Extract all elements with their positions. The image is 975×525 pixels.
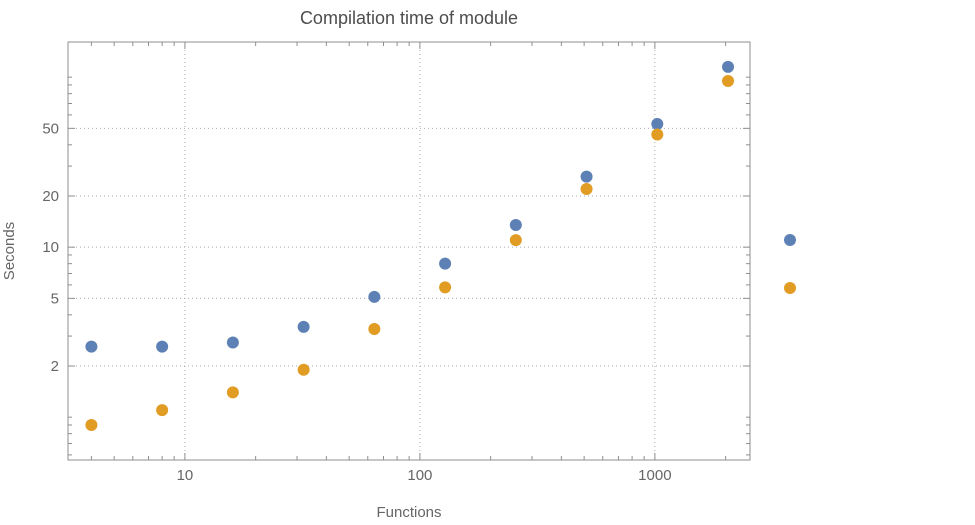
data-point-blue-series	[85, 340, 98, 353]
plot-frame	[67, 41, 751, 461]
data-point-blue-series	[722, 60, 735, 73]
data-point-blue-series	[226, 336, 239, 349]
x-tick-label: 1000	[638, 467, 671, 484]
gridlines-group	[68, 42, 750, 460]
data-point-blue-series	[156, 340, 169, 353]
data-point-blue-series	[297, 320, 310, 333]
y-tick-label: 5	[51, 290, 59, 307]
data-point-orange-series	[297, 363, 310, 376]
y-tick-label: 10	[42, 239, 59, 256]
y-tick-label: 50	[42, 120, 59, 137]
data-point-orange-series	[439, 281, 452, 294]
data-point-blue-series	[439, 257, 452, 270]
data-point-orange-series	[722, 74, 735, 87]
data-point-orange-series	[580, 182, 593, 195]
data-points-group	[85, 60, 735, 431]
data-point-orange-series	[226, 386, 239, 399]
data-point-orange-series	[85, 418, 98, 431]
data-point-blue-series	[368, 290, 381, 303]
tick-labels-group: 10 100 1000 2 5 10 20 50	[42, 120, 671, 484]
legend-marker-orange-series	[784, 282, 796, 294]
x-tick-label: 100	[407, 467, 432, 484]
y-axis-label: Seconds	[1, 222, 18, 280]
data-point-blue-series	[580, 170, 593, 183]
y-tick-label: 20	[42, 188, 59, 205]
data-point-orange-series	[368, 323, 381, 336]
x-axis-label: Functions	[376, 504, 441, 521]
data-point-orange-series	[156, 404, 169, 417]
data-point-orange-series	[509, 234, 522, 247]
legend-marker-blue-series	[784, 234, 796, 246]
data-point-orange-series	[651, 128, 664, 141]
y-tick-label: 2	[51, 358, 59, 375]
ticks-group	[68, 42, 750, 460]
x-tick-label: 10	[177, 467, 194, 484]
legend-group	[784, 234, 796, 294]
data-point-blue-series	[509, 219, 522, 232]
chart-title: Compilation time of module	[300, 8, 518, 28]
data-point-blue-series	[651, 118, 664, 131]
